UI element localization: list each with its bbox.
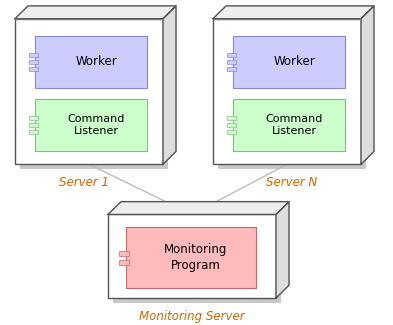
Polygon shape [213,6,374,19]
Bar [29,60,38,64]
Bar [227,60,236,64]
Bar [15,19,163,164]
Bar [218,24,366,169]
Bar [126,227,256,288]
Bar [29,116,38,120]
Polygon shape [276,202,289,298]
Bar [233,36,345,87]
Bar [213,19,361,164]
Polygon shape [15,6,176,19]
Bar [29,123,38,127]
Bar [108,214,276,298]
Bar [35,99,147,150]
Text: Worker: Worker [75,56,117,69]
Text: Server 1: Server 1 [59,176,109,189]
Bar [227,116,236,120]
Bar [119,260,129,265]
Bar [227,53,236,57]
Bar [29,130,38,134]
Text: Monitoring
Program: Monitoring Program [164,243,228,272]
Bar [113,219,281,303]
Bar [227,67,236,71]
Text: Worker: Worker [273,56,315,69]
Bar [119,251,129,256]
Bar [227,130,236,134]
Polygon shape [108,202,289,214]
Polygon shape [163,6,176,164]
Bar [227,123,236,127]
Polygon shape [361,6,374,164]
Bar [29,53,38,57]
Text: Server N: Server N [266,176,318,189]
Text: Monitoring Server: Monitoring Server [139,310,245,323]
Text: Command
Listener: Command Listener [265,114,323,136]
Bar [20,24,168,169]
Text: Command
Listener: Command Listener [67,114,125,136]
Bar [29,67,38,71]
Bar [35,36,147,87]
Bar [233,99,345,150]
